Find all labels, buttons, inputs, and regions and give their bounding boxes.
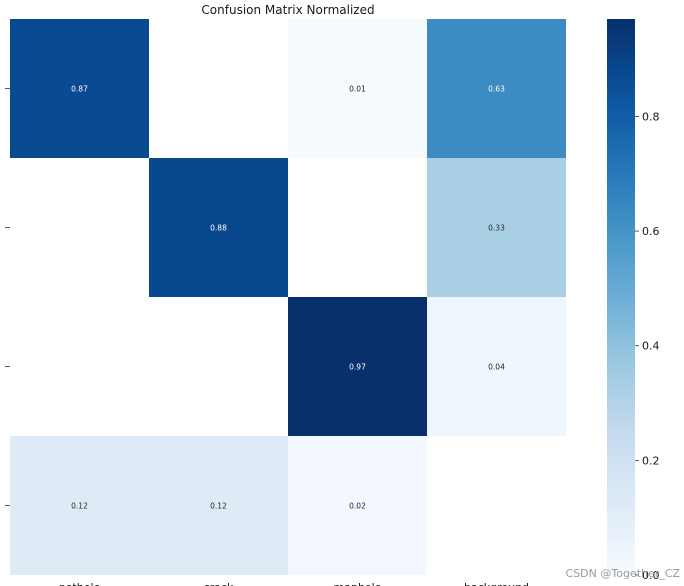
y-axis-label: background [0,473,1,538]
colorbar-ticks: 0.0 0.2 0.4 0.6 0.8 [635,110,660,582]
colorbar [607,19,635,575]
x-axis-label: pothole [59,581,101,586]
y-axis-label: pothole [0,67,1,109]
cell-value-label: 0.33 [488,224,505,233]
cell-value-label: 0.04 [488,363,505,372]
colorbar-tick-label: 0.0 [642,569,660,582]
heatmap-cell [427,158,566,297]
heatmap-cell [10,436,149,575]
y-axis-label: crack [0,212,1,242]
colorbar-tick-label: 0.8 [642,110,660,123]
cell-value-label: 0.63 [488,85,505,94]
watermark: CSDN @Together_CZ [565,567,680,580]
cell-value-label: 0.02 [349,502,366,511]
chart-title: Confusion Matrix Normalized [201,3,374,17]
x-axis-labels: pothole crack manhole background [59,581,529,586]
cell-value-label: 0.87 [71,85,88,94]
heatmap-cell [149,436,288,575]
heatmap-cell [288,297,427,436]
x-axis-label: background [464,581,529,586]
y-axis-labels: pothole crack manhole background [0,67,10,538]
cell-value-label: 0.12 [210,502,227,511]
colorbar-tick-label: 0.4 [642,340,660,353]
x-axis-label: manhole [334,581,382,586]
heatmap-cell [288,19,427,158]
cell-value-label: 0.12 [71,502,88,511]
heatmap-cell [427,297,566,436]
heatmap-cell [427,19,566,158]
cell-value-label: 0.88 [210,224,227,233]
heatmap-cell [149,158,288,297]
y-axis-label: manhole [0,342,1,390]
colorbar-tick-label: 0.6 [642,225,660,238]
colorbar-tick-label: 0.2 [642,454,660,467]
x-axis-label: crack [204,581,234,586]
cell-value-label: 0.97 [349,363,366,372]
heatmap-cell [10,19,149,158]
heatmap-cell [288,436,427,575]
heatmap-cells: 0.87 0.01 0.63 0.88 0.33 0.97 0.04 0.12 0.12 0.02 [10,19,566,575]
cell-value-label: 0.01 [349,85,366,94]
